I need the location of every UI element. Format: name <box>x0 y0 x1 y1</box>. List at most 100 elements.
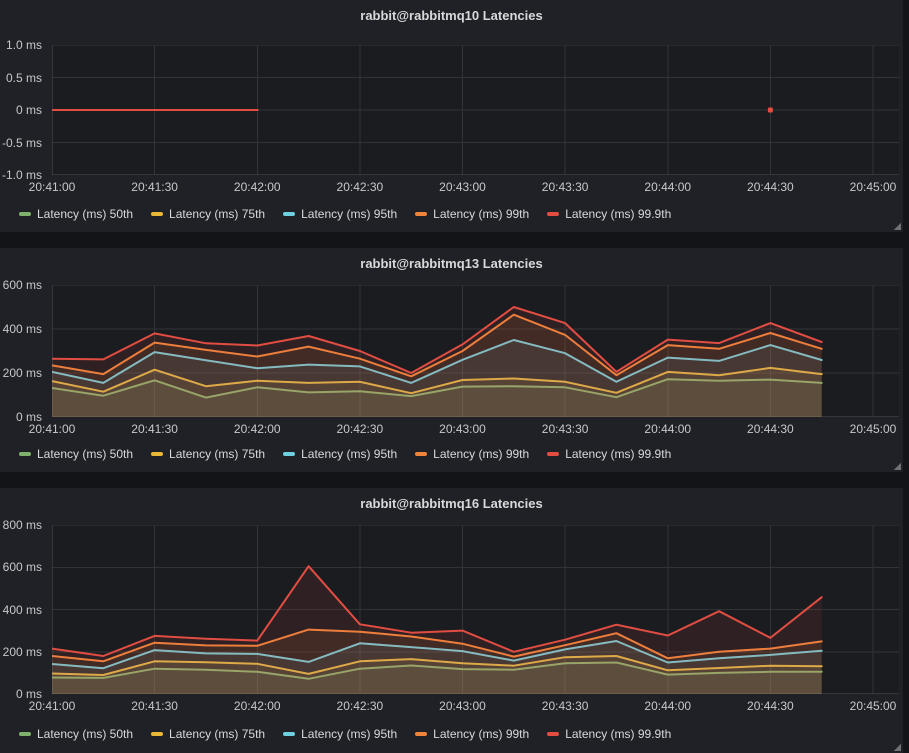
legend-item[interactable]: Latency (ms) 99th <box>415 447 529 461</box>
legend-label: Latency (ms) 75th <box>169 727 266 741</box>
series-fill <box>52 314 822 417</box>
gridlines <box>52 525 899 694</box>
legend-item[interactable]: Latency (ms) 99.9th <box>547 447 671 461</box>
legend-item[interactable]: Latency (ms) 99.9th <box>547 207 671 221</box>
panel-resize-handle[interactable] <box>893 743 901 751</box>
legend-item[interactable]: Latency (ms) 99th <box>415 727 529 741</box>
x-tick-label: 20:41:30 <box>131 180 178 194</box>
y-tick-label: 200 ms <box>2 366 42 380</box>
legend-label: Latency (ms) 50th <box>37 207 134 221</box>
chart-canvas[interactable] <box>52 285 899 417</box>
panel-title[interactable]: rabbit@rabbitmq10 Latencies <box>360 8 543 23</box>
legend-swatch-icon <box>19 452 31 456</box>
legend-item[interactable]: Latency (ms) 75th <box>151 727 265 741</box>
series-line <box>52 366 823 395</box>
chart-canvas[interactable] <box>52 525 899 694</box>
y-tick-label: 600 ms <box>2 560 42 575</box>
legend-item[interactable]: Latency (ms) 95th <box>283 447 397 461</box>
chart-plot-area[interactable] <box>52 285 899 417</box>
y-tick-label: 400 ms <box>2 602 42 617</box>
x-axis: 20:41:00 20:41:30 20:42:00 20:42:30 20:43:00… <box>29 699 899 715</box>
y-tick-label: -1.0 ms <box>1 168 42 182</box>
legend-item[interactable]: Latency (ms) 50th <box>19 447 133 461</box>
x-tick-label: 20:42:30 <box>336 422 384 436</box>
legend-swatch-icon <box>415 212 428 216</box>
x-tick-label: 20:42:30 <box>336 699 384 713</box>
legend-label: Latency (ms) 95th <box>301 207 398 221</box>
legend-item[interactable]: Latency (ms) 99.9th <box>547 727 671 741</box>
panel-title[interactable]: rabbit@rabbitmq16 Latencies <box>360 496 543 511</box>
y-tick-label: 200 ms <box>2 644 42 659</box>
panel-resize-handle[interactable] <box>893 462 901 470</box>
x-tick-label: 20:42:00 <box>233 422 281 436</box>
x-tick-label: 20:44:00 <box>644 699 692 713</box>
legend-label: Latency (ms) 75th <box>169 447 266 461</box>
legend-swatch-icon <box>547 452 560 456</box>
legend-swatch-icon <box>151 452 164 456</box>
legend-swatch-icon <box>19 212 31 216</box>
x-tick-label: 20:41:00 <box>28 180 76 194</box>
isolated-data-point <box>767 107 773 113</box>
x-tick-label: 20:42:00 <box>233 699 281 713</box>
x-tick-label: 20:42:30 <box>336 180 384 194</box>
legend-item[interactable]: Latency (ms) 50th <box>19 207 133 221</box>
x-tick-label: 20:43:00 <box>439 422 486 436</box>
legend-swatch-icon <box>415 732 428 736</box>
series-line <box>52 655 823 676</box>
x-tick-label: 20:44:00 <box>644 422 692 436</box>
x-tick-label: 20:44:30 <box>747 180 794 194</box>
y-tick-label: 400 ms <box>2 322 42 336</box>
legend-swatch-icon <box>283 212 296 216</box>
legend: Latency (ms) 50th Latency (ms) 75th Latenc… <box>19 205 671 223</box>
panel-resize-handle[interactable] <box>893 222 901 230</box>
legend-label: Latency (ms) 99.9th <box>565 207 672 221</box>
legend-label: Latency (ms) 99.9th <box>565 447 672 461</box>
legend-swatch-icon <box>547 212 560 216</box>
y-tick-label: 0 ms <box>15 103 42 117</box>
x-tick-label: 20:45:00 <box>849 422 897 436</box>
series-line <box>52 339 823 384</box>
x-tick-label: 20:41:00 <box>28 699 76 713</box>
x-tick-label: 20:44:00 <box>644 180 692 194</box>
legend-item[interactable]: Latency (ms) 75th <box>151 447 265 461</box>
legend: Latency (ms) 50th Latency (ms) 75th Latenc… <box>19 445 671 463</box>
chart-canvas[interactable] <box>52 45 899 175</box>
series-line <box>52 313 823 378</box>
series-fill <box>52 656 822 694</box>
chart-plot-area[interactable] <box>52 525 899 694</box>
y-tick-label: 600 ms <box>2 278 42 292</box>
panel-title[interactable]: rabbit@rabbitmq13 Latencies <box>360 256 543 271</box>
y-tick-label: 800 ms <box>2 518 42 532</box>
series-line <box>52 661 823 680</box>
legend-item[interactable]: Latency (ms) 75th <box>151 207 265 221</box>
legend-item[interactable]: Latency (ms) 95th <box>283 727 397 741</box>
series-line <box>52 640 823 670</box>
x-tick-label: 20:41:30 <box>131 422 178 436</box>
y-axis: 1.0 ms 0.5 ms 0 ms -0.5 ms -1.0 ms <box>0 0 46 232</box>
legend-label: Latency (ms) 95th <box>301 447 398 461</box>
x-tick-label: 20:43:30 <box>541 422 589 436</box>
x-tick-label: 20:41:00 <box>28 422 76 436</box>
legend-item[interactable]: Latency (ms) 95th <box>283 207 397 221</box>
series-fill <box>52 662 822 694</box>
legend-swatch-icon <box>283 732 296 736</box>
legend-item[interactable]: Latency (ms) 50th <box>19 727 133 741</box>
legend-swatch-icon <box>547 732 560 736</box>
y-axis: 600 ms 400 ms 200 ms 0 ms <box>0 248 46 472</box>
x-tick-label: 20:45:00 <box>849 699 897 713</box>
chart-plot-area[interactable] <box>52 45 899 175</box>
legend-label: Latency (ms) 95th <box>301 727 398 741</box>
legend-swatch-icon <box>283 452 296 456</box>
legend-swatch-icon <box>19 732 31 736</box>
x-tick-label: 20:44:30 <box>747 699 794 713</box>
x-tick-label: 20:43:00 <box>439 699 486 713</box>
legend-item[interactable]: Latency (ms) 99th <box>415 207 529 221</box>
y-tick-label: 0.5 ms <box>5 70 42 85</box>
x-tick-label: 20:43:30 <box>541 180 589 194</box>
x-tick-label: 20:43:30 <box>541 699 589 713</box>
legend-label: Latency (ms) 75th <box>169 207 266 221</box>
legend-label: Latency (ms) 99th <box>433 447 530 461</box>
x-axis: 20:41:00 20:41:30 20:42:00 20:42:30 20:43:00… <box>29 180 899 196</box>
x-tick-label: 20:44:30 <box>747 422 794 436</box>
legend-swatch-icon <box>151 732 164 736</box>
